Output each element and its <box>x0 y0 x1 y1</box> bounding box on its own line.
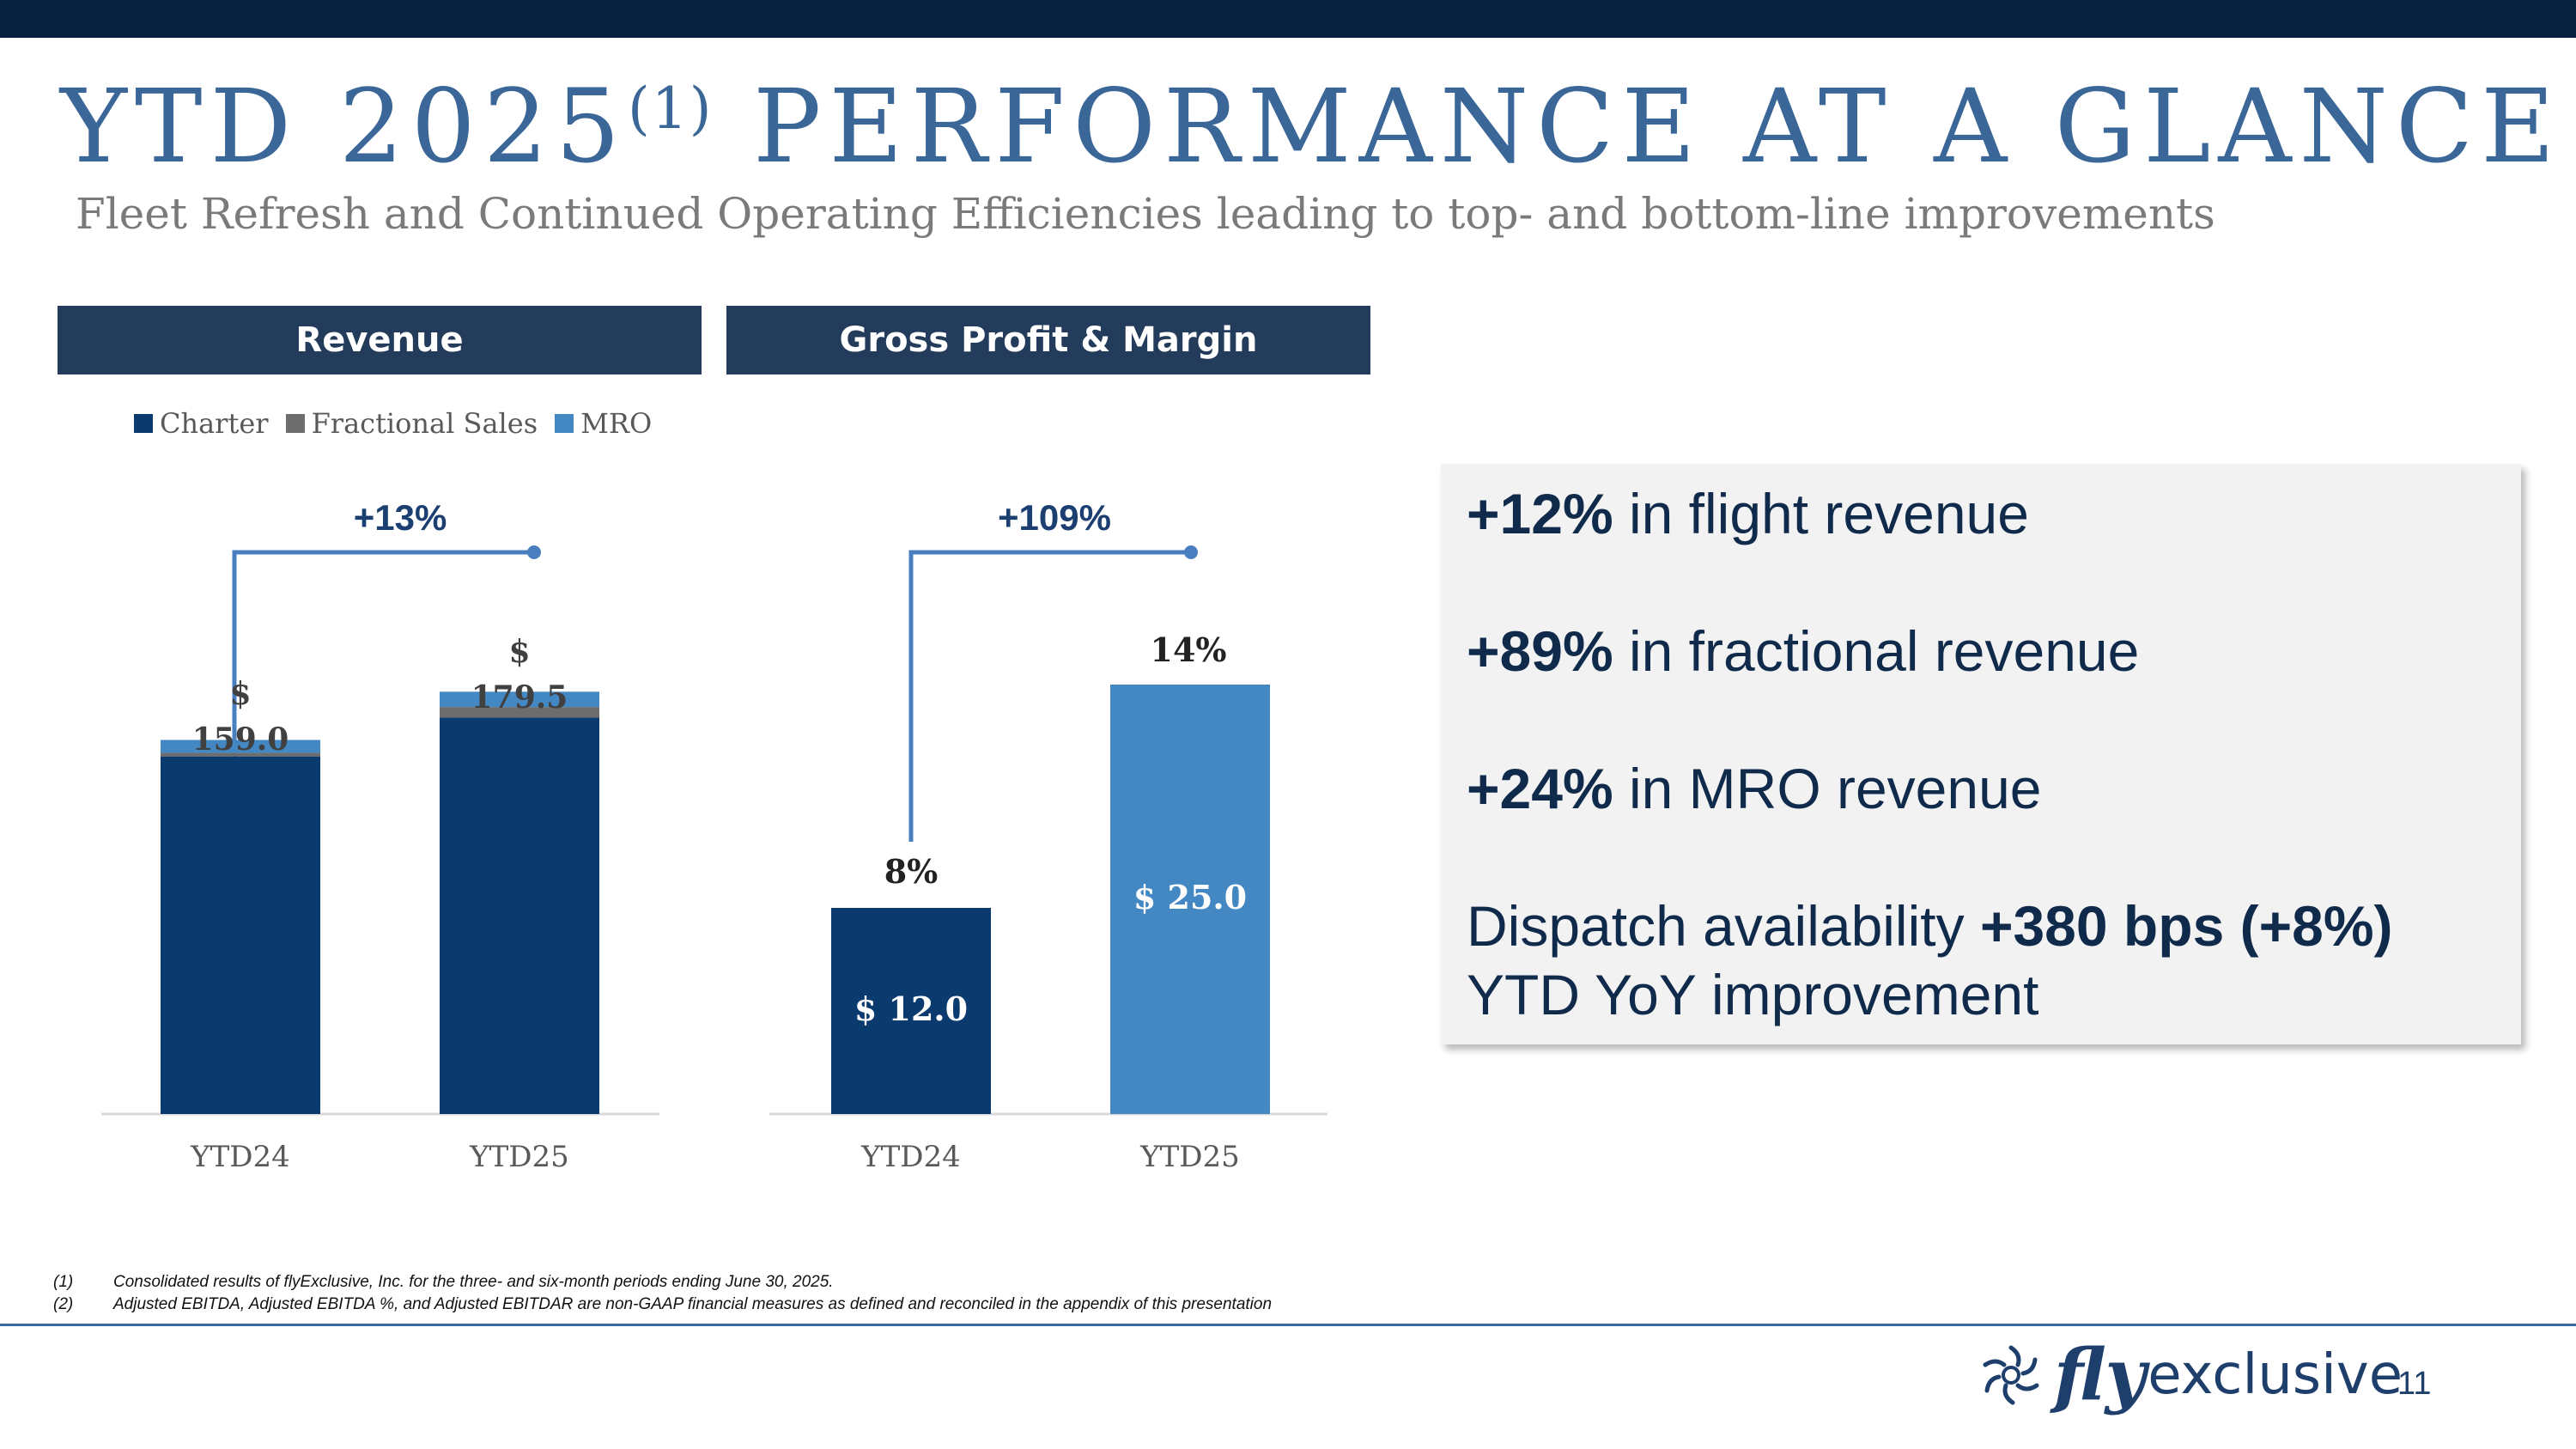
revenue-chart: +13% $ 159.0 $ 179.5 YTD24 YTD25 <box>101 497 659 1174</box>
revenue-bar-charter-ytd24 <box>161 756 320 1114</box>
legend-swatch-mro <box>555 414 574 433</box>
legend-label-mro: MRO <box>580 407 653 440</box>
highlight-mro-revenue-value: +24% <box>1467 757 1613 820</box>
revenue-total-value-ytd25: 179.5 <box>471 679 568 715</box>
highlight-dispatch-line2: YTD YoY improvement <box>1467 963 2039 1026</box>
gross-profit-connector-dot <box>1184 545 1198 559</box>
revenue-bar-mro-ytd24 <box>161 740 320 753</box>
revenue-bar-mro-ytd25 <box>440 691 599 708</box>
footnote-1-number: (1) <box>53 1273 74 1291</box>
gross-margin-label-ytd24: 8% <box>884 852 939 891</box>
highlight-fractional-revenue-value: +89% <box>1467 619 1613 683</box>
revenue-growth-label: +13% <box>354 497 447 538</box>
title-footnote-ref: (1) <box>628 76 714 142</box>
highlight-mro-revenue: +24% in MRO revenue <box>1467 754 2042 823</box>
legend-item-charter: Charter <box>134 407 269 440</box>
highlight-flight-revenue-value: +12% <box>1467 482 1613 545</box>
page-number: 11 <box>2397 1366 2432 1402</box>
gross-profit-growth-connector <box>908 550 1191 842</box>
gross-profit-bar-ytd24 <box>831 908 991 1114</box>
top-banner <box>0 0 2576 38</box>
gross-profit-value-ytd25: $ 25.0 <box>1133 878 1247 916</box>
gross-profit-bars <box>831 685 1270 1114</box>
highlights-callout: +12% in flight revenue +89% in fractiona… <box>1441 464 2521 1044</box>
gross-profit-bar-ytd25 <box>1110 685 1270 1114</box>
highlight-dispatch-prefix: Dispatch availability <box>1467 894 1980 958</box>
gross-profit-growth-label: +109% <box>998 497 1111 538</box>
legend-swatch-fractional <box>285 414 305 433</box>
turbine-icon <box>1983 1345 2039 1405</box>
revenue-total-currency-ytd24: $ <box>229 676 251 712</box>
revenue-legend: Charter Fractional Sales MRO <box>134 407 669 440</box>
highlight-fractional-revenue-text: in fractional revenue <box>1613 619 2140 683</box>
legend-label-fractional: Fractional Sales <box>311 407 538 440</box>
revenue-connector-dot <box>527 545 541 559</box>
title-rest: PERFORMANCE AT A GLANCE <box>713 67 2563 186</box>
highlight-mro-revenue-text: in MRO revenue <box>1613 757 2042 820</box>
logo-text-fly: fly <box>2054 1334 2147 1416</box>
footnote-1: (1) Consolidated results of flyExclusive,… <box>53 1271 1272 1294</box>
footnote-2-text: Adjusted EBITDA, Adjusted EBITDA %, and … <box>113 1295 1273 1313</box>
title-main: YTD 2025 <box>60 67 629 186</box>
gross-profit-x-tick-ytd25: YTD25 <box>1139 1140 1240 1174</box>
gross-profit-value-ytd24: $ 12.0 <box>854 989 968 1028</box>
revenue-panel-header: Revenue <box>58 306 702 374</box>
logo-text-exclusive: exclusive <box>2148 1343 2403 1407</box>
revenue-bar-charter-ytd25 <box>440 717 599 1114</box>
footnote-2-number: (2) <box>53 1295 74 1313</box>
revenue-bars <box>161 691 599 1114</box>
revenue-bar-fractional-sales-ytd25 <box>440 707 599 718</box>
gross-profit-panel-header: Gross Profit & Margin <box>726 306 1370 374</box>
revenue-x-tick-ytd24: YTD24 <box>190 1140 290 1174</box>
legend-swatch-charter <box>134 414 153 433</box>
revenue-x-tick-ytd25: YTD25 <box>469 1140 569 1174</box>
page-subtitle: Fleet Refresh and Continued Operating Ef… <box>76 189 2215 239</box>
highlight-dispatch-value: +380 bps (+8%) <box>1979 894 2393 958</box>
footer-divider <box>0 1324 2576 1326</box>
footnote-1-text: Consolidated results of flyExclusive, In… <box>113 1273 834 1291</box>
legend-item-fractional: Fractional Sales <box>285 407 538 440</box>
page-title: YTD 2025(1) PERFORMANCE AT A GLANCE <box>60 76 2562 177</box>
footnote-2: (2) Adjusted EBITDA, Adjusted EBITDA %, a… <box>53 1294 1272 1316</box>
revenue-total-currency-ytd25: $ <box>508 634 530 670</box>
highlight-fractional-revenue: +89% in fractional revenue <box>1467 617 2139 685</box>
revenue-total-value-ytd24: 159.0 <box>192 721 289 758</box>
highlight-flight-revenue: +12% in flight revenue <box>1467 479 2029 548</box>
gross-profit-chart: +109% 8% 14% $ 12.0 $ 25.0 YTD24 YTD25 <box>769 497 1327 1174</box>
legend-item-mro: MRO <box>555 407 652 440</box>
highlight-flight-revenue-text: in flight revenue <box>1613 482 2029 545</box>
flyexclusive-logo: fly exclusive <box>1977 1334 2403 1416</box>
footnotes: (1) Consolidated results of flyExclusive,… <box>53 1271 1272 1316</box>
highlight-dispatch-availability: Dispatch availability +380 bps (+8%) <box>1467 892 2393 960</box>
gross-profit-x-tick-ytd24: YTD24 <box>860 1140 961 1174</box>
revenue-bar-fractional-sales-ytd24 <box>161 752 320 757</box>
gross-margin-label-ytd25: 14% <box>1151 630 1227 669</box>
legend-label-charter: Charter <box>160 407 269 440</box>
